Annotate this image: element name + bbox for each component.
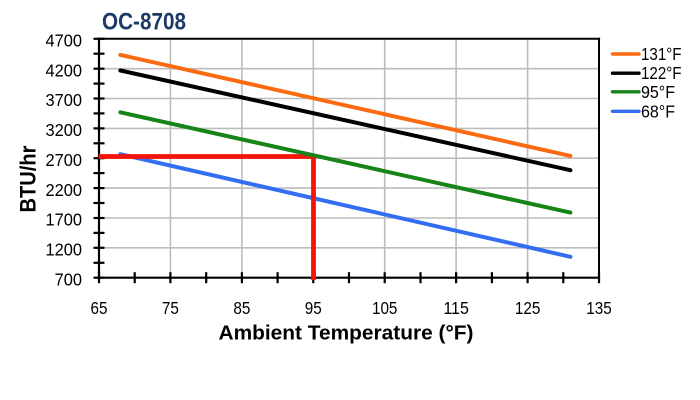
svg-text:65: 65: [91, 298, 108, 318]
svg-text:4700: 4700: [46, 31, 83, 51]
svg-text:135: 135: [586, 298, 612, 318]
svg-text:105: 105: [372, 298, 398, 318]
svg-text:4200: 4200: [46, 60, 83, 80]
svg-text:75: 75: [162, 298, 179, 318]
svg-text:95: 95: [305, 298, 322, 318]
svg-text:115: 115: [443, 298, 469, 318]
svg-text:85: 85: [233, 298, 250, 318]
svg-text:1200: 1200: [46, 240, 83, 260]
svg-text:700: 700: [55, 269, 83, 289]
svg-text:OC-8708: OC-8708: [102, 8, 186, 35]
svg-text:1700: 1700: [46, 210, 83, 230]
svg-text:125: 125: [515, 298, 541, 318]
svg-text:3200: 3200: [46, 120, 83, 140]
svg-text:BTU/hr: BTU/hr: [15, 145, 40, 212]
svg-text:95°F: 95°F: [641, 82, 675, 102]
svg-text:131°F: 131°F: [641, 44, 682, 64]
svg-text:2200: 2200: [46, 180, 83, 200]
svg-text:3700: 3700: [46, 90, 83, 110]
svg-text:122°F: 122°F: [641, 63, 682, 83]
svg-text:2700: 2700: [46, 150, 83, 170]
svg-text:Ambient Temperature (°F): Ambient Temperature (°F): [219, 322, 474, 345]
svg-text:68°F: 68°F: [641, 101, 675, 121]
